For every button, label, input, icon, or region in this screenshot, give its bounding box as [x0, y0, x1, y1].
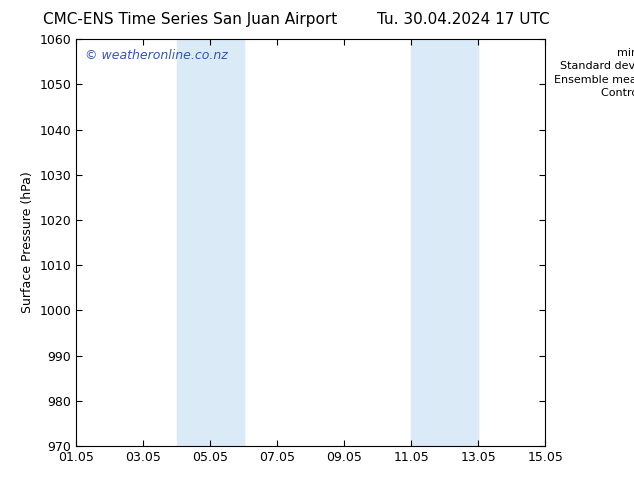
Text: © weatheronline.co.nz: © weatheronline.co.nz: [86, 49, 228, 62]
Y-axis label: Surface Pressure (hPa): Surface Pressure (hPa): [21, 172, 34, 314]
Text: Tu. 30.04.2024 17 UTC: Tu. 30.04.2024 17 UTC: [377, 12, 549, 27]
Text: CMC-ENS Time Series San Juan Airport: CMC-ENS Time Series San Juan Airport: [43, 12, 337, 27]
Bar: [411, 39, 478, 446]
Legend: min/max, Standard deviation, Ensemble mean run, Controll run: min/max, Standard deviation, Ensemble me…: [551, 45, 634, 101]
Bar: [177, 39, 243, 446]
